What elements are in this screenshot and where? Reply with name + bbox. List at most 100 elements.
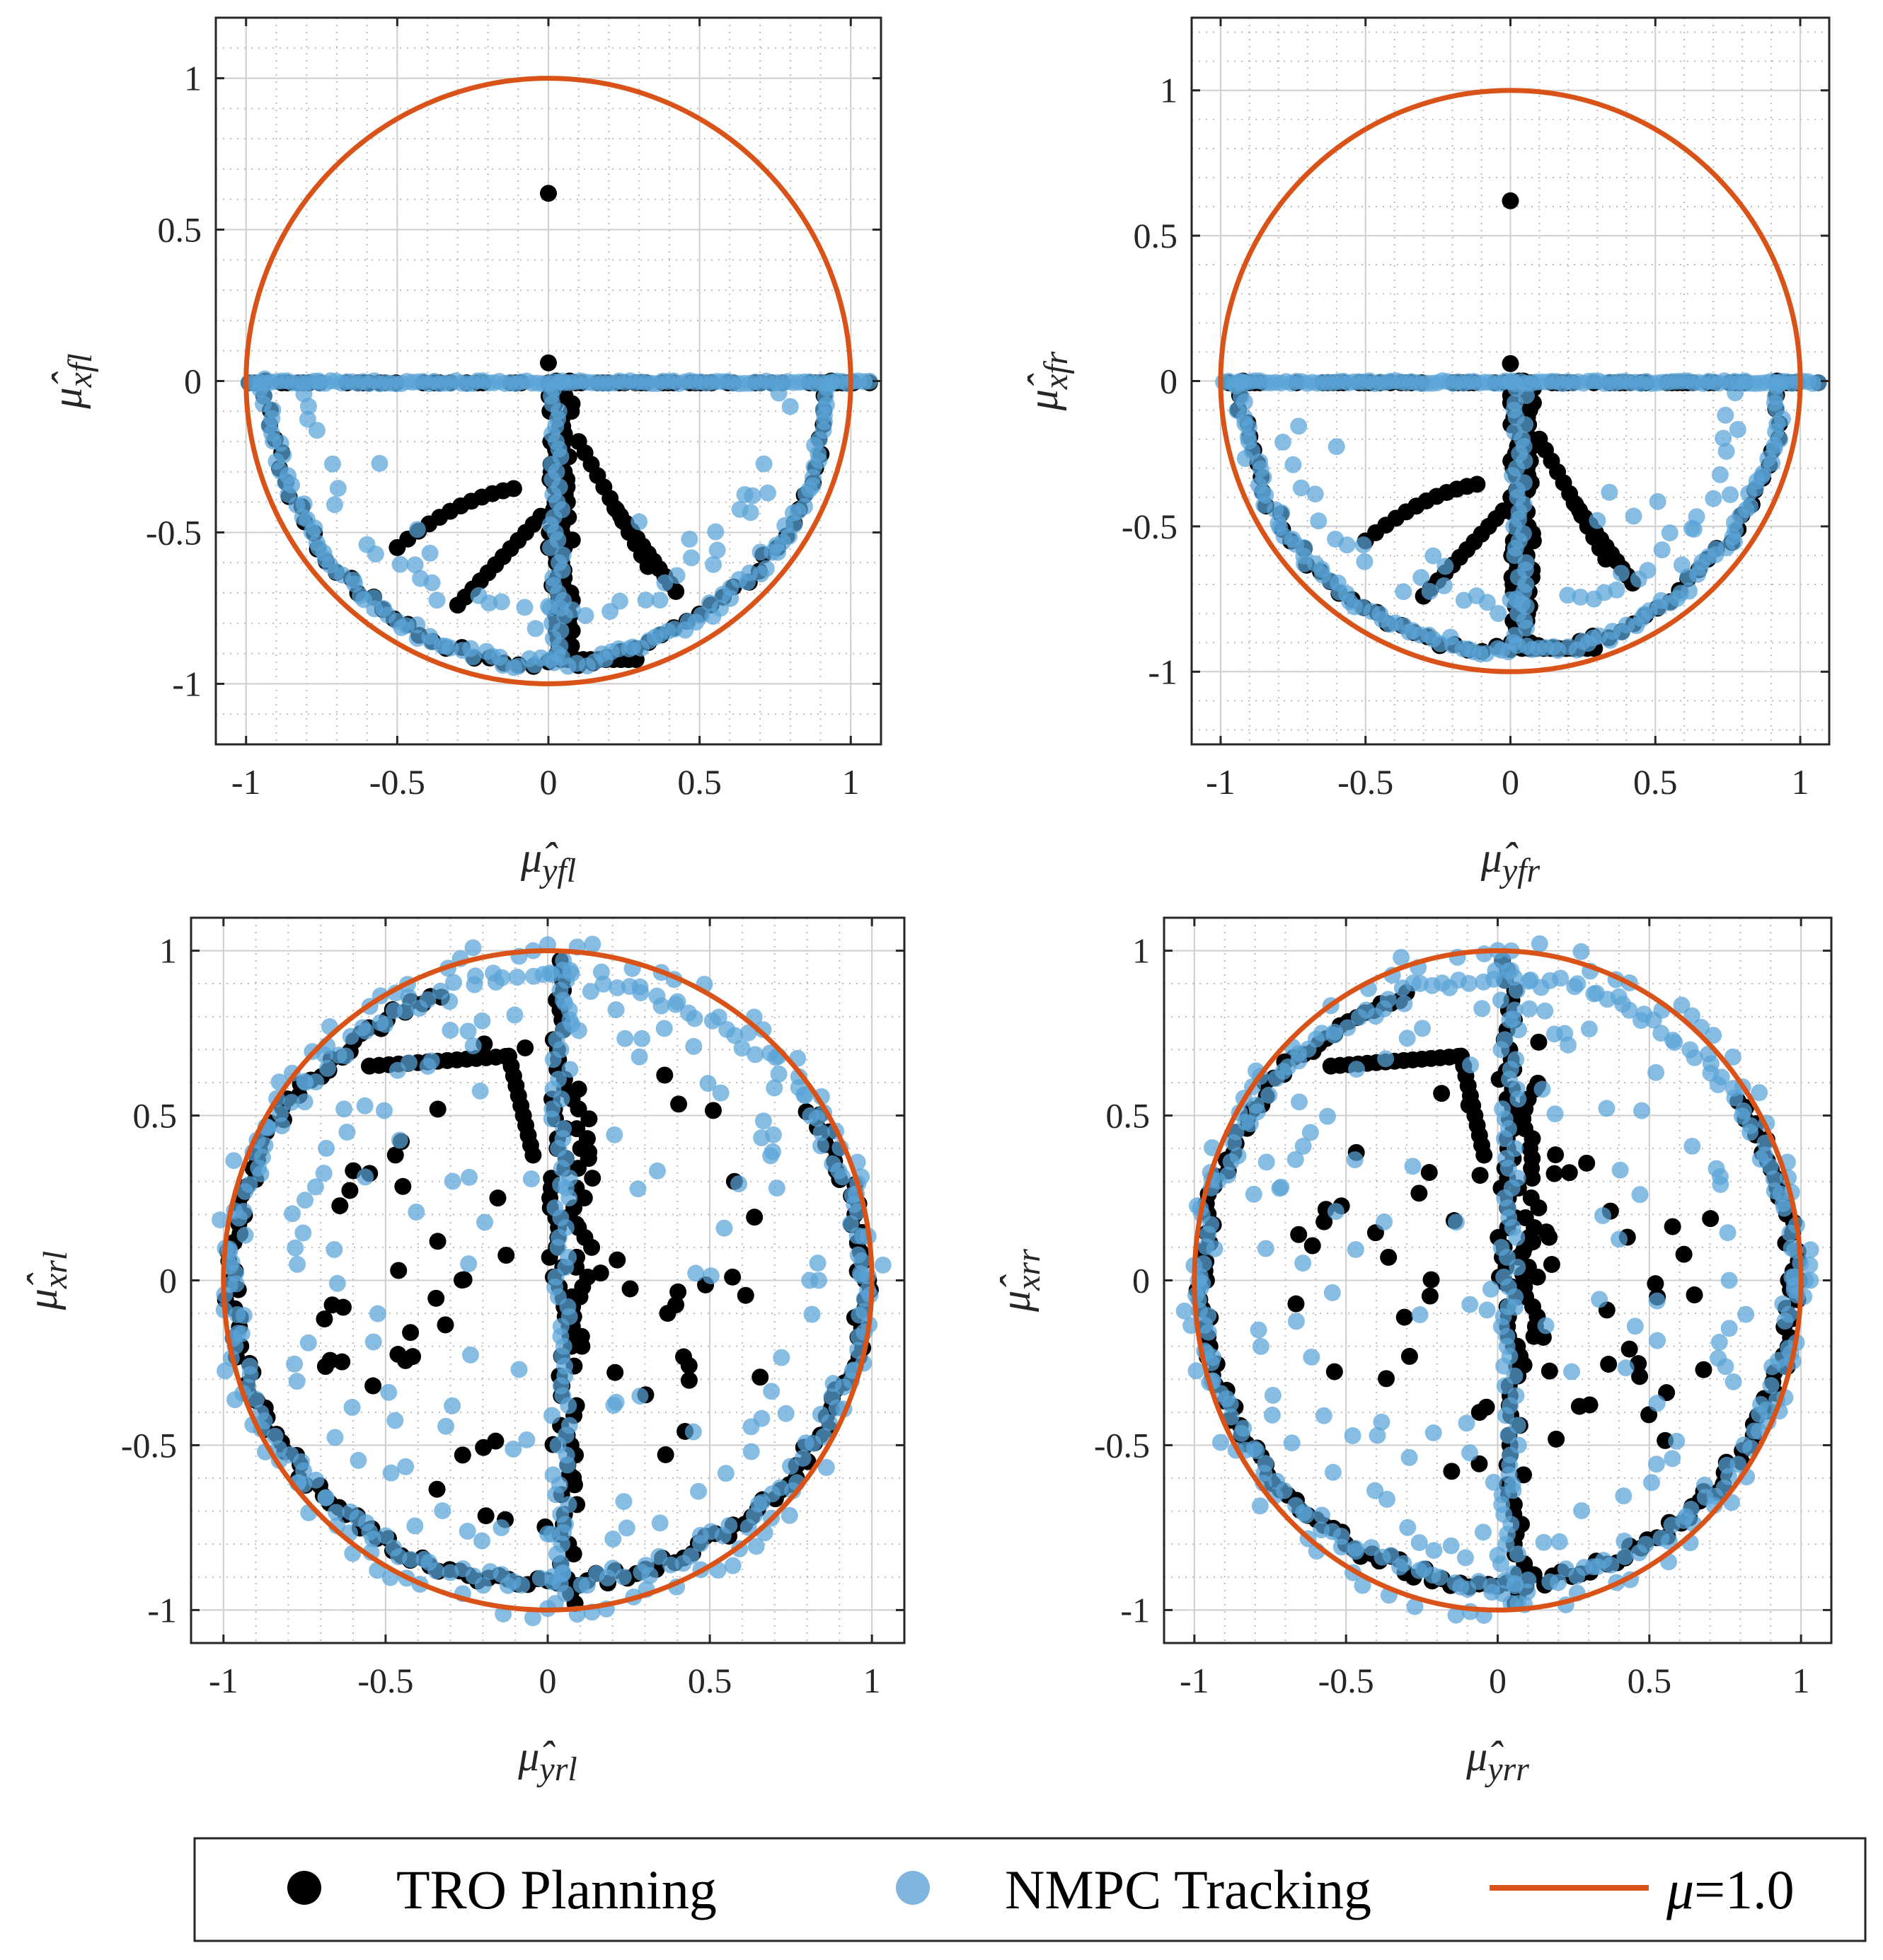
tracking-point [1647,1455,1665,1473]
tracking-point [1354,536,1372,554]
tracking-point [459,1523,476,1540]
tracking-point [874,1256,892,1274]
tracking-point [656,574,674,592]
planning-point [334,1298,352,1316]
tracking-point [1495,1268,1513,1286]
planning-point [1541,1362,1558,1380]
tracking-point [1809,374,1827,391]
tracking-point [1506,1298,1524,1316]
planning-point-isolated [724,1268,742,1286]
tracking-point [1666,1034,1683,1051]
tracking-point [1648,1395,1666,1412]
tracking-point [437,1417,455,1435]
tracking-point [1705,1027,1722,1044]
tracking-point [1774,1295,1792,1313]
planning-point [1560,1164,1578,1182]
tracking-point [1425,1542,1443,1560]
tracking-point [310,372,328,390]
tracking-point [212,1211,229,1229]
tracking-point [809,1255,827,1272]
tracking-point [460,1255,478,1273]
y-tick-label: 0.5 [158,210,202,250]
tracking-point [1399,1518,1417,1536]
planning-point [1433,1085,1451,1102]
tracking-point [1611,1161,1629,1179]
tracking-point [1648,1292,1666,1310]
planning-point [1290,1226,1308,1243]
tracking-point [1275,1482,1293,1499]
tracking-point [1736,372,1754,390]
tracking-point [1461,1296,1479,1313]
tracking-point [1382,1547,1400,1564]
tracking-point [1462,1056,1480,1074]
tracking-point [769,543,787,561]
planning-point [1460,1096,1478,1114]
tracking-point [526,620,544,638]
x-tick-label: -1 [209,1661,238,1700]
planning-point [579,1268,597,1286]
tracking-point [1421,582,1439,600]
legend-label-friction-circle: μ=1.0 [1666,1859,1795,1920]
tracking-point [1598,1100,1616,1117]
tracking-point [518,1431,536,1448]
tracking-point [1378,1490,1396,1508]
tracking-point [1673,556,1691,574]
tracking-point [408,616,426,634]
tracking-point [1294,1255,1312,1272]
planning-point [1495,502,1512,519]
tracking-point [782,1458,800,1475]
planning-point [1548,1430,1565,1448]
y-tick-label: 0 [184,362,202,401]
tracking-point [391,1131,408,1149]
y-tick-label: -0.5 [1094,1425,1150,1465]
tracking-point [685,1037,703,1055]
tracking-point [1376,1213,1393,1230]
tracking-point [849,1246,867,1264]
tracking-point [1562,1363,1580,1380]
tracking-point [543,614,561,632]
planning-point [1543,1255,1560,1273]
x-tick-label: 1 [863,1661,881,1700]
tracking-point [350,1451,367,1469]
tracking-point [543,1526,560,1543]
tracking-point [1424,547,1442,565]
x-tick-label: 1 [842,762,860,802]
tracking-point [296,1073,313,1090]
tracking-point [1175,1302,1193,1320]
tracking-point [682,549,700,567]
y-tick-label: -1 [1120,1590,1150,1630]
tracking-point [1490,604,1507,622]
tracking-point [1616,1533,1633,1550]
tracking-point [742,1443,760,1460]
tracking-point [744,487,761,505]
tracking-point [1257,1240,1274,1257]
legend-mu-symbol: μ [1666,1859,1694,1920]
tracking-point [1615,1487,1632,1505]
tracking-point [1717,442,1735,460]
tracking-point [1447,1606,1465,1624]
planning-point [1443,1463,1461,1480]
ticks: -1 -0.5 0 0.5 1 -1 -0.5 0 0.5 1 [1122,18,1829,802]
tracking-point [1435,577,1453,594]
tracking-point [699,1075,717,1093]
tracking-point [1537,1317,1555,1334]
tracking-point [1717,406,1734,424]
tracking-point [1683,1137,1701,1155]
tracking-point [343,1399,361,1417]
tracking-point [1580,1020,1598,1038]
y-tick-label: -1 [147,1590,177,1630]
tracking-point [555,952,572,969]
tracking-point [1287,1313,1305,1330]
x-tick-label: -1 [231,762,261,802]
planning-point [1702,1210,1720,1228]
x-tick-label: 0 [1502,762,1519,802]
tracking-point [703,1012,721,1030]
tracking-point [1221,1395,1239,1413]
planning-point [455,1271,473,1289]
planning-point-isolated [1502,192,1519,209]
tracking-point [1594,1207,1612,1225]
tracking-point [408,521,426,538]
planning-point [1420,1164,1438,1182]
tracking-point [286,1355,304,1373]
planning-point [1325,1363,1343,1380]
